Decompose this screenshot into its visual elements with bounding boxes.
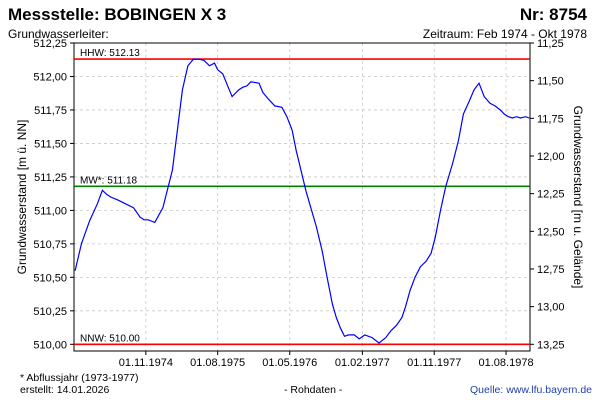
x-tick-label: 01.11.1977 xyxy=(407,357,461,369)
x-tick-label: 01.05.1976 xyxy=(262,357,317,369)
reference-lines: HHW: 512.13 MW*: 511.18 NNW: 510.00 xyxy=(74,48,530,346)
x-tick-label: 01.02.1977 xyxy=(335,357,390,369)
x-tick-label: 01.08.1975 xyxy=(190,357,245,369)
y-tick-label-left: 510,00 xyxy=(33,339,67,351)
y-tick-label-left: 512,00 xyxy=(33,71,67,83)
water-level-line xyxy=(74,58,530,344)
reference-label-mw: MW*: 511.18 xyxy=(80,175,137,186)
y-tick-label-right: 12,75 xyxy=(537,264,565,276)
reference-label-hhw: HHW: 512.13 xyxy=(80,48,140,59)
x-tick-label: 01.08.1978 xyxy=(479,357,534,369)
y-tick-label-left: 510,50 xyxy=(33,272,67,284)
station-number: Nr: 8754 xyxy=(519,5,587,24)
period-label: Zeitraum: Feb 1974 - Okt 1978 xyxy=(422,27,587,41)
plot-frame xyxy=(73,42,531,352)
raw-data-label: - Rohdaten - xyxy=(284,384,343,396)
y-tick-label-right: 11,75 xyxy=(537,113,564,125)
y-tick-label-left: 511,75 xyxy=(34,105,67,117)
y-tick-label-right: 13,00 xyxy=(537,302,565,314)
y-tick-label-left: 512,25 xyxy=(33,38,67,50)
abflussjahr-note: * Abflussjahr (1973-1977) xyxy=(20,372,139,384)
y-tick-label-right: 12,50 xyxy=(537,226,565,238)
y-tick-label-right: 13,25 xyxy=(537,339,565,351)
y-tick-label-right: 12,25 xyxy=(537,189,565,201)
y-tick-label-left: 511,00 xyxy=(34,205,67,217)
y-tick-label-left: 510,25 xyxy=(33,306,67,318)
source-link[interactable]: Quelle: www.lfu.bayern.de xyxy=(470,384,592,396)
y-tick-label-left: 510,75 xyxy=(33,239,67,251)
y-tick-label-left: 511,25 xyxy=(34,172,67,184)
y-tick-label-left: 511,50 xyxy=(34,138,67,150)
y-tick-label-right: 12,00 xyxy=(537,151,565,163)
axis-ticks: 512,25 512,00 511,75 511,50 511,25 511,00 510,… xyxy=(33,38,564,369)
y-tick-label-right: 11,25 xyxy=(537,38,564,50)
y-axis-label-left: Grundwasserstand [m ü. NN] xyxy=(15,120,29,275)
created-date: erstellt: 14.01.2026 xyxy=(20,384,110,396)
x-tick-label: 01.11.1974 xyxy=(119,357,173,369)
reference-label-nnw: NNW: 510.00 xyxy=(80,333,140,344)
page-title: Messstelle: BOBINGEN X 3 xyxy=(8,5,227,24)
grid-lines xyxy=(74,42,530,351)
y-axis-label-right: Grundwasserstand [m u. Gelände] xyxy=(571,106,585,289)
y-tick-label-right: 11,50 xyxy=(537,76,564,88)
aquifer-label: Grundwasserleiter: xyxy=(8,27,109,41)
